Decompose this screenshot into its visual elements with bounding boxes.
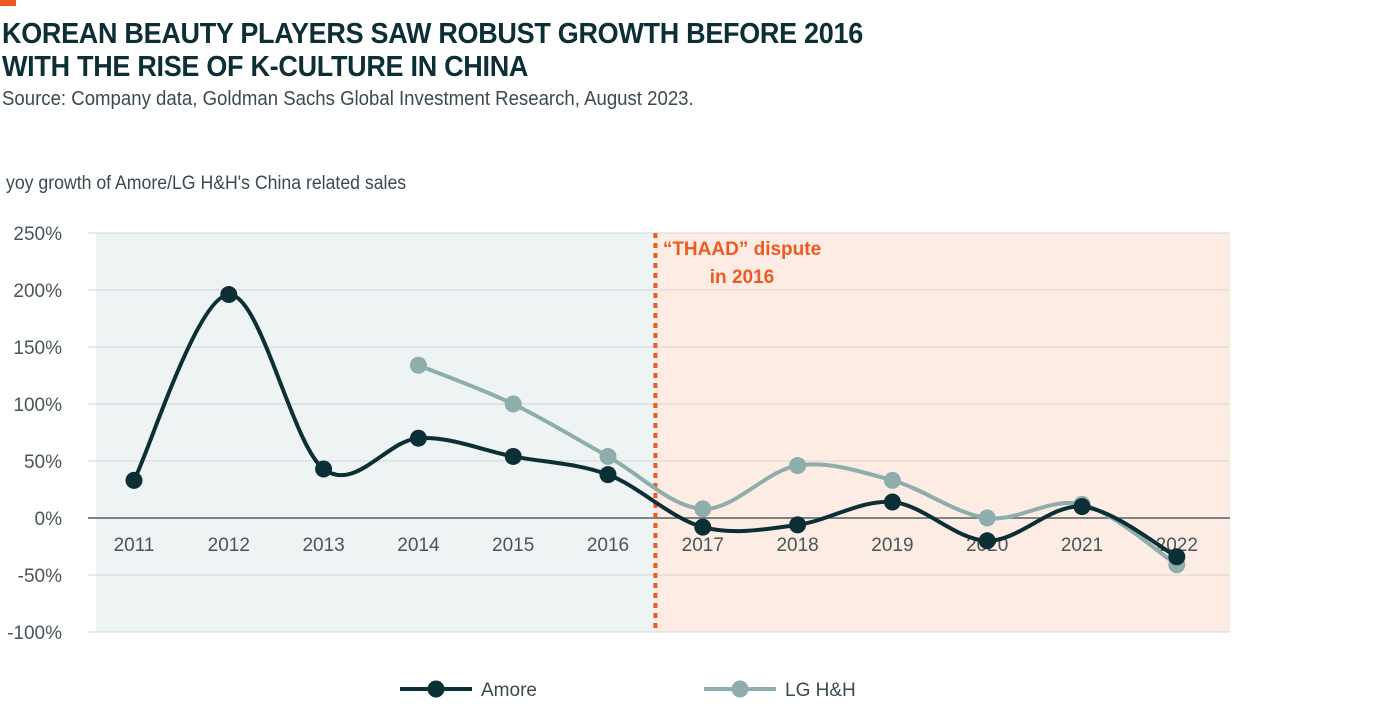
chart-source: Source: Company data, Goldman Sachs Glob… <box>2 88 694 110</box>
y-axis-label: yoy growth of Amore/LG H&H's China relat… <box>6 173 407 194</box>
gridlines <box>88 232 1230 633</box>
y-tick-label: 200% <box>13 281 62 302</box>
data-point <box>1073 498 1091 516</box>
chart-title-line1: KOREAN BEAUTY PLAYERS SAW ROBUST GROWTH … <box>2 18 863 50</box>
x-tick-label: 2013 <box>302 535 344 556</box>
series-lines <box>125 286 1186 574</box>
legend-marker <box>427 680 445 698</box>
chart-title: KOREAN BEAUTY PLAYERS SAW ROBUST GROWTH … <box>2 18 895 84</box>
data-point <box>125 471 143 489</box>
data-point <box>883 493 901 511</box>
data-point <box>599 447 617 465</box>
x-tick-label: 2018 <box>776 535 818 556</box>
annotation-line2: in 2016 <box>710 267 774 288</box>
data-point <box>1168 548 1186 566</box>
annotation-line1: “THAAD” dispute <box>663 239 821 260</box>
accent-bar <box>0 0 16 6</box>
data-point <box>220 286 238 304</box>
legend-item-lg-h-h: LG H&H <box>704 680 856 701</box>
y-tick-label: 0% <box>35 509 63 530</box>
data-point <box>694 518 712 536</box>
x-tick-label: 2012 <box>208 535 250 556</box>
series-lg-h-h <box>409 356 1186 574</box>
legend: Amore LG H&H <box>400 680 856 701</box>
data-point <box>789 516 807 534</box>
data-point <box>694 500 712 518</box>
x-tick-label: 2015 <box>492 535 534 556</box>
y-tick-label: 100% <box>13 395 62 416</box>
x-tick-label: 2019 <box>871 535 913 556</box>
y-tick-label: 150% <box>13 338 62 359</box>
y-tick-labels: 250% 200% 150% 100% 50% 0% -50% -100% <box>7 224 62 644</box>
legend-item-amore: Amore <box>400 680 537 701</box>
data-point <box>504 395 522 413</box>
data-point <box>315 460 333 478</box>
y-tick-label: 50% <box>24 452 62 473</box>
data-point <box>409 429 427 447</box>
region-before-2016 <box>96 233 656 632</box>
series-amore <box>125 286 1186 566</box>
data-point <box>409 356 427 374</box>
data-point <box>883 471 901 489</box>
y-tick-label: -50% <box>18 566 62 587</box>
y-tick-label: -100% <box>7 623 62 644</box>
x-tick-label: 2016 <box>587 535 629 556</box>
x-tick-label: 2011 <box>114 535 155 556</box>
data-point <box>978 509 996 527</box>
annotation: “THAAD” dispute in 2016 <box>663 239 821 288</box>
data-point <box>599 466 617 484</box>
x-tick-label: 2014 <box>397 535 440 556</box>
background-regions <box>96 233 1230 632</box>
data-point <box>789 457 807 475</box>
y-tick-label: 250% <box>13 224 62 245</box>
legend-label: Amore <box>481 680 537 701</box>
legend-label: LG H&H <box>785 680 856 701</box>
legend-marker <box>731 680 749 698</box>
data-point <box>978 532 996 550</box>
data-point <box>504 447 522 465</box>
x-tick-label: 2017 <box>682 535 724 556</box>
region-after-2016 <box>655 233 1230 632</box>
x-tick-label: 2021 <box>1061 535 1103 556</box>
chart-title-line2: WITH THE RISE OF K-CULTURE IN CHINA <box>2 51 529 83</box>
